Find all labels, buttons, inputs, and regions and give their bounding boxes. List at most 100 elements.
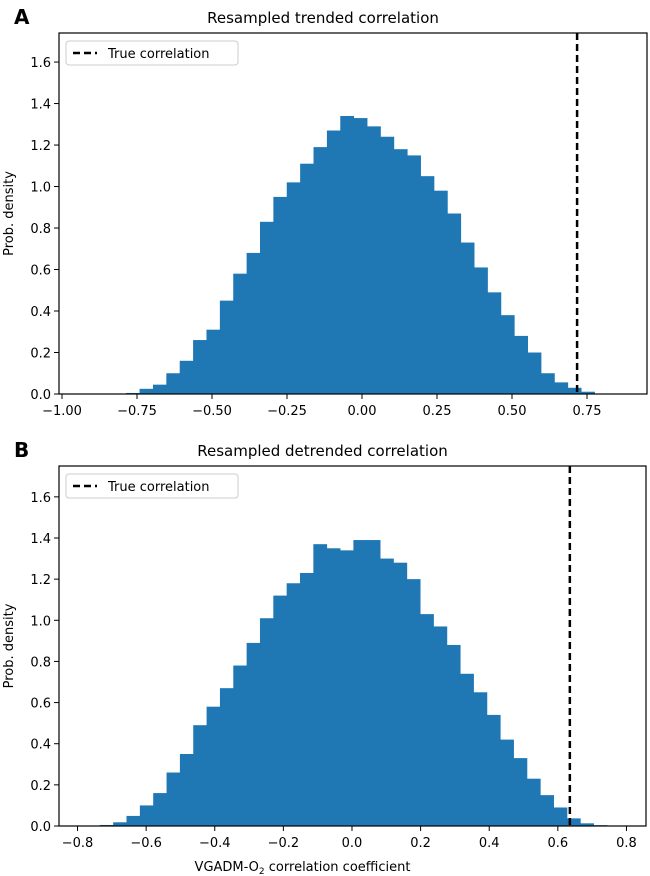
panel-label: A bbox=[14, 5, 30, 29]
y-tick-label: 0.8 bbox=[30, 222, 51, 237]
chart-title: Resampled trended correlation bbox=[207, 9, 439, 27]
histogram-bar bbox=[527, 352, 542, 394]
histogram-bar bbox=[407, 155, 421, 394]
legend-box bbox=[65, 473, 239, 499]
histogram-bar bbox=[447, 213, 462, 394]
plot-frame bbox=[58, 32, 648, 395]
histogram-bar bbox=[380, 136, 395, 394]
plot-frame bbox=[58, 465, 647, 827]
histogram-bar bbox=[206, 706, 221, 826]
x-tick-label: −0.25 bbox=[267, 404, 307, 419]
histogram-bar bbox=[233, 665, 248, 826]
y-tick-label: 0.2 bbox=[30, 347, 51, 362]
y-tick-label: 0.4 bbox=[30, 305, 51, 320]
x-tick-label: −0.8 bbox=[62, 836, 94, 851]
histogram-bar bbox=[353, 118, 368, 394]
histogram-bar bbox=[326, 548, 341, 826]
histogram-bar bbox=[500, 739, 514, 826]
histogram-bar bbox=[179, 360, 194, 394]
y-tick-label: 1.2 bbox=[30, 573, 51, 588]
x-tick-label: 0.4 bbox=[479, 836, 500, 851]
x-tick-label: −0.75 bbox=[117, 404, 157, 419]
histogram-bar bbox=[313, 147, 328, 394]
histogram-bar bbox=[300, 163, 314, 394]
x-tick-label: −0.2 bbox=[268, 836, 300, 851]
histogram-bar bbox=[393, 149, 408, 394]
histogram-bar bbox=[340, 115, 355, 395]
histogram-bar bbox=[326, 130, 341, 395]
x-axis-label: VGADM-O2 correlation coefficient bbox=[195, 860, 411, 876]
histogram-bar bbox=[286, 182, 301, 394]
histogram-bar bbox=[486, 714, 501, 826]
x-tick-label: −0.50 bbox=[192, 404, 232, 419]
x-tick-label: 0.25 bbox=[423, 404, 452, 419]
histogram-bar bbox=[580, 823, 595, 826]
y-tick-label: 1.6 bbox=[30, 491, 51, 506]
histogram-bar bbox=[139, 388, 154, 394]
histogram-bar bbox=[513, 758, 528, 826]
histogram-bar bbox=[553, 807, 568, 826]
y-tick-label: 0.4 bbox=[30, 738, 51, 753]
histogram-bar bbox=[540, 373, 555, 394]
histogram-bar bbox=[433, 190, 448, 394]
histogram-bar bbox=[474, 267, 488, 394]
histogram-bar bbox=[179, 754, 194, 826]
y-axis-label: Prob. density bbox=[2, 603, 17, 688]
y-tick-label: 1.6 bbox=[30, 56, 51, 71]
histogram-bar bbox=[166, 772, 181, 826]
y-tick-label: 0.6 bbox=[30, 697, 51, 712]
histogram-bar bbox=[460, 673, 474, 826]
legend-box bbox=[65, 40, 239, 66]
x-axis-label-subscript: 2 bbox=[259, 867, 265, 876]
histogram-bar bbox=[233, 273, 248, 394]
histogram-bar bbox=[300, 572, 314, 826]
histogram-bar bbox=[139, 805, 154, 826]
x-tick-label: 0.75 bbox=[573, 404, 602, 419]
histogram-bar bbox=[433, 626, 448, 826]
histogram-bar bbox=[420, 176, 435, 394]
y-tick-label: 0.0 bbox=[30, 388, 51, 403]
histogram-bar bbox=[566, 818, 581, 826]
histogram-bar bbox=[526, 778, 541, 826]
histogram-bar bbox=[567, 387, 582, 394]
histogram-bar bbox=[540, 795, 554, 826]
histogram-bar bbox=[340, 550, 354, 826]
y-tick-label: 1.0 bbox=[30, 181, 51, 196]
histogram-bar bbox=[487, 292, 502, 394]
histogram-bar bbox=[406, 579, 421, 826]
y-tick-label: 0.8 bbox=[30, 655, 51, 670]
histogram-bar bbox=[113, 822, 127, 826]
x-tick-label: 0.6 bbox=[547, 836, 568, 851]
y-tick-label: 0.2 bbox=[30, 779, 51, 794]
histogram-bar bbox=[420, 614, 434, 826]
histogram-bar bbox=[259, 618, 274, 826]
histogram-bar bbox=[273, 595, 288, 826]
histogram-bar bbox=[473, 692, 488, 826]
y-tick-label: 1.2 bbox=[30, 139, 51, 154]
y-tick-label: 1.4 bbox=[30, 98, 51, 113]
histogram-bar bbox=[246, 642, 261, 826]
histogram-bar bbox=[206, 329, 221, 394]
histogram-bar bbox=[166, 373, 181, 394]
legend-label: True correlation bbox=[107, 480, 210, 495]
histogram-bar bbox=[152, 384, 167, 394]
histogram-bar bbox=[460, 242, 475, 394]
histogram-bar bbox=[313, 544, 328, 826]
x-tick-label: 0.0 bbox=[342, 836, 363, 851]
x-tick-label: −0.6 bbox=[130, 836, 162, 851]
histogram-bar bbox=[126, 815, 141, 826]
histogram-bar bbox=[380, 558, 394, 826]
x-tick-label: 0.8 bbox=[616, 836, 637, 851]
x-tick-label: 0.00 bbox=[348, 404, 377, 419]
histogram-bar bbox=[260, 221, 274, 394]
legend-label: True correlation bbox=[107, 47, 210, 62]
histogram-bar bbox=[193, 340, 207, 394]
histogram-bar bbox=[514, 335, 528, 394]
chart-title: Resampled detrended correlation bbox=[197, 442, 448, 460]
x-tick-label: −1.00 bbox=[42, 404, 82, 419]
y-tick-label: 1.4 bbox=[30, 532, 51, 547]
histogram-bar bbox=[393, 562, 408, 826]
histogram-bar bbox=[246, 252, 261, 394]
y-tick-label: 0.0 bbox=[30, 820, 51, 835]
